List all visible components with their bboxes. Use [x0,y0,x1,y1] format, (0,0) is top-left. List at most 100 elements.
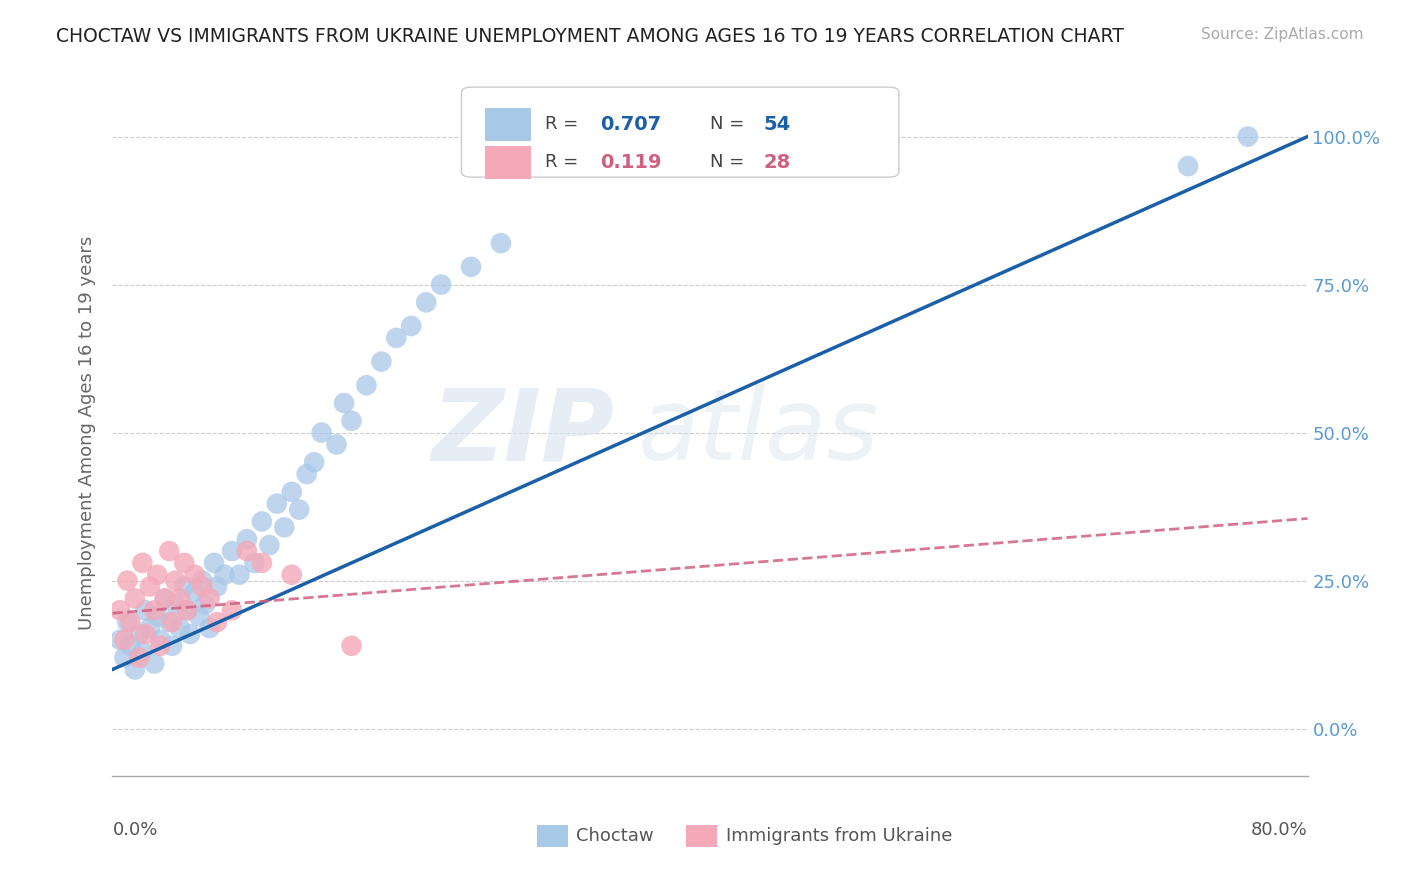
Point [117,574,139,588]
Point [165,598,187,612]
Point [157,615,180,629]
FancyBboxPatch shape [686,825,717,847]
Point [221,603,243,617]
Point [108,603,131,617]
Point [198,621,221,635]
Point [243,556,266,570]
Point [236,532,259,546]
Point [139,580,162,594]
Point [214,567,236,582]
Point [114,632,135,647]
Point [385,331,408,345]
Point [139,621,162,635]
Point [1237,129,1260,144]
FancyBboxPatch shape [461,87,898,178]
Point [340,414,363,428]
Point [169,591,191,606]
Text: 0.0%: 0.0% [112,821,157,838]
Point [202,556,225,570]
Point [188,609,211,624]
Text: N =: N = [710,115,744,133]
Point [179,627,201,641]
Point [205,615,228,629]
Point [146,609,169,624]
Point [183,585,205,599]
Point [194,598,217,612]
Point [281,567,304,582]
Point [124,591,146,606]
Point [191,580,214,594]
Point [370,354,392,368]
Point [311,425,333,440]
Text: 0.707: 0.707 [600,115,661,134]
Point [205,580,228,594]
Text: Immigrants from Ukraine: Immigrants from Ukraine [725,828,952,846]
FancyBboxPatch shape [485,145,531,178]
Point [143,603,166,617]
Point [250,556,273,570]
Point [114,650,135,665]
Point [124,663,146,677]
Point [128,627,150,641]
Point [143,657,166,671]
Point [415,295,437,310]
Point [153,591,176,606]
Text: 54: 54 [763,115,792,134]
Text: 28: 28 [763,153,792,171]
Point [356,378,378,392]
Point [120,639,142,653]
Point [198,591,221,606]
Point [120,615,142,629]
Point [489,236,512,251]
Point [430,277,453,292]
Point [259,538,281,552]
Text: 0.119: 0.119 [600,153,662,171]
Point [176,603,198,617]
Text: R =: R = [546,153,578,171]
Point [157,544,180,558]
Point [401,319,423,334]
Point [131,645,153,659]
Point [236,544,259,558]
Point [173,580,195,594]
Text: CHOCTAW VS IMMIGRANTS FROM UKRAINE UNEMPLOYMENT AMONG AGES 16 TO 19 YEARS CORREL: CHOCTAW VS IMMIGRANTS FROM UKRAINE UNEMP… [56,27,1125,45]
Point [228,567,250,582]
Point [460,260,482,274]
Point [325,437,347,451]
Point [169,621,191,635]
Point [131,556,153,570]
Text: Choctaw: Choctaw [576,828,654,846]
Point [173,556,195,570]
Point [149,639,172,653]
Point [176,603,198,617]
Point [117,615,139,629]
Y-axis label: Unemployment Among Ages 16 to 19 years: Unemployment Among Ages 16 to 19 years [77,235,96,630]
Point [134,627,156,641]
Point [250,515,273,529]
Point [333,396,356,410]
Point [108,632,131,647]
Text: atlas: atlas [638,384,880,481]
Point [146,567,169,582]
Point [153,591,176,606]
Point [183,567,205,582]
Text: 80.0%: 80.0% [1251,821,1308,838]
Point [1177,159,1199,173]
Point [128,650,150,665]
Point [165,574,187,588]
Point [288,502,311,516]
FancyBboxPatch shape [485,108,531,141]
Point [281,484,304,499]
Point [266,497,288,511]
Point [134,603,156,617]
Point [302,455,325,469]
Point [191,574,214,588]
Point [149,632,172,647]
Point [162,639,183,653]
Text: Source: ZipAtlas.com: Source: ZipAtlas.com [1201,27,1364,42]
Point [273,520,295,534]
FancyBboxPatch shape [537,825,568,847]
Text: N =: N = [710,153,744,171]
Text: R =: R = [546,115,578,133]
Point [340,639,363,653]
